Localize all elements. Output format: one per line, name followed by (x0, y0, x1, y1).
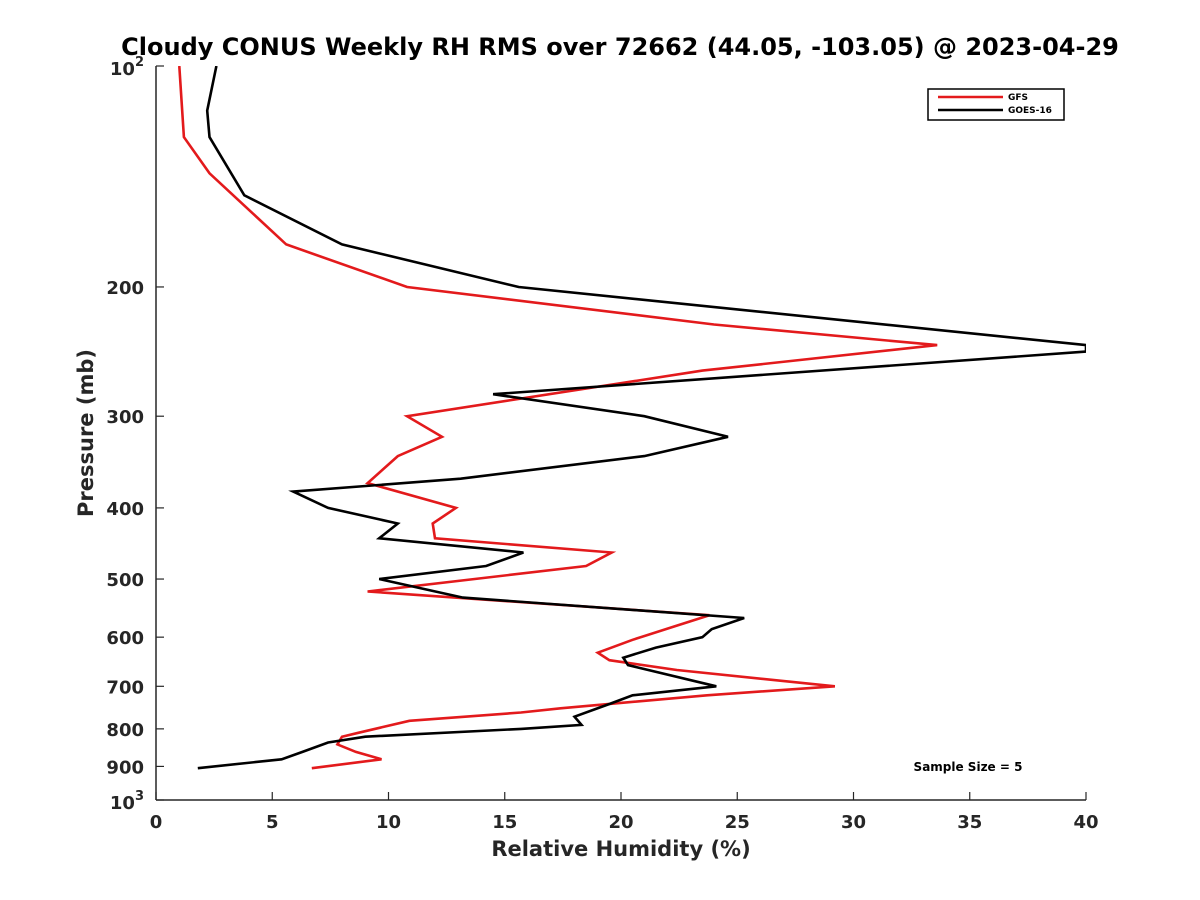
x-tick-label: 40 (1073, 812, 1098, 833)
chart-title: Cloudy CONUS Weekly RH RMS over 72662 (4… (121, 33, 1119, 61)
x-tick-label: 15 (492, 812, 517, 833)
x-tick-label: 35 (957, 812, 982, 833)
x-tick-label: 20 (608, 812, 633, 833)
x-tick-label: 0 (150, 812, 163, 833)
plot-area: 0 5 10 15 20 25 30 35 40 102 200 300 400 500 600 700 800… (106, 55, 1098, 833)
y-axis-label: Pressure (mb) (74, 349, 98, 517)
y-tick-label: 200 (106, 278, 144, 299)
sample-size-note: Sample Size = 5 (914, 760, 1023, 774)
legend: GFS GOES-16 (927, 88, 1065, 121)
y-tick-label: 400 (106, 499, 144, 520)
series-line-gfs (178, 66, 938, 770)
legend-label-goes16: GOES-16 (1008, 106, 1052, 116)
legend-box (927, 88, 1065, 121)
y-tick-label: 103 (110, 789, 144, 814)
x-tick-label: 25 (725, 812, 750, 833)
legend-label-gfs: GFS (1008, 93, 1028, 103)
y-tick-label: 900 (106, 757, 144, 778)
y-tick-label: 700 (106, 677, 144, 698)
x-tick-label: 10 (376, 812, 401, 833)
y-tick-label: 102 (110, 55, 144, 80)
x-tick-label: 30 (841, 812, 866, 833)
x-tick-label: 5 (266, 812, 279, 833)
x-axis-label: Relative Humidity (%) (491, 837, 750, 861)
series-line-goes16 (197, 66, 1086, 770)
y-tick-label: 600 (106, 628, 144, 649)
y-tick-label: 500 (106, 570, 144, 591)
y-tick-label: 300 (106, 407, 144, 428)
y-tick-label: 800 (106, 720, 144, 741)
